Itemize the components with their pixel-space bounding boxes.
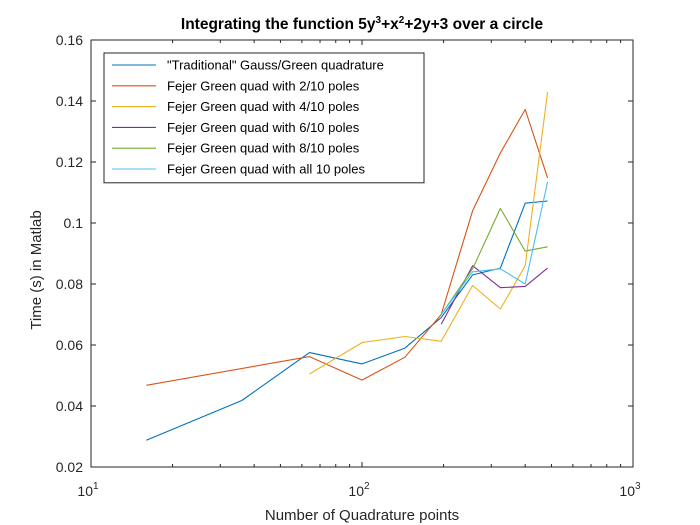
y-axis-ticks: 0.02 0.04 0.06 0.08 0.1 0.12 0.14 0.16 xyxy=(56,32,633,475)
legend-entry-label: Fejer Green quad with 6/10 poles xyxy=(167,120,360,135)
title-part-3: +2y+3 over a circle xyxy=(404,16,543,33)
title-part-1: Integrating the function 5y xyxy=(181,16,376,33)
x-tick-exponent: 2 xyxy=(364,481,370,492)
title-superscript-2: 2 xyxy=(399,15,405,26)
legend-entry-label: "Traditional" Gauss/Green quadrature xyxy=(167,58,384,73)
y-tick-label: 0.06 xyxy=(56,337,83,353)
y-tick-label: 0.12 xyxy=(56,154,83,170)
x-tick-label: 101 xyxy=(77,481,99,499)
y-axis-label: Time (s) in Matlab xyxy=(28,210,45,329)
legend-entry-label: Fejer Green quad with 8/10 poles xyxy=(167,141,360,156)
y-tick-label: 0.08 xyxy=(56,276,83,292)
legend: "Traditional" Gauss/Green quadrature Feje… xyxy=(103,52,425,184)
x-tick-base: 10 xyxy=(619,483,635,499)
chart-title: Integrating the function 5y3+x2+2y+3 ove… xyxy=(181,15,544,33)
legend-entry-label: Fejer Green quad with all 10 poles xyxy=(167,162,366,177)
y-tick-label: 0.1 xyxy=(64,215,84,231)
series-lines xyxy=(146,91,549,441)
y-tick-label: 0.14 xyxy=(56,93,83,109)
series-line-3 xyxy=(309,91,549,375)
legend-entry-label: Fejer Green quad with 2/10 poles xyxy=(167,78,360,93)
x-tick-exponent: 1 xyxy=(93,481,99,492)
title-superscript-1: 3 xyxy=(376,15,382,26)
x-tick-base: 10 xyxy=(348,483,364,499)
series-line-6 xyxy=(440,181,549,315)
legend-entry-label: Fejer Green quad with 4/10 poles xyxy=(167,99,360,114)
x-tick-label: 103 xyxy=(619,481,641,499)
x-axis-label: Number of Quadrature points xyxy=(265,507,459,524)
plot-area: 0.020.040.060.080.10.120.140.16 101 102 10… xyxy=(56,32,641,499)
x-tick-base: 10 xyxy=(77,483,93,499)
legend-box xyxy=(103,52,425,184)
series-line-1 xyxy=(146,200,548,441)
x-axis-ticks: 101 102 103 xyxy=(77,40,641,499)
y-tick-label: 0.04 xyxy=(56,398,83,414)
y-tick-label: 0.02 xyxy=(56,459,83,475)
x-tick-label: 102 xyxy=(348,481,370,499)
y-tick-label: 0.16 xyxy=(56,32,83,48)
x-tick-exponent: 3 xyxy=(635,481,641,492)
title-part-2: +x xyxy=(381,16,399,33)
